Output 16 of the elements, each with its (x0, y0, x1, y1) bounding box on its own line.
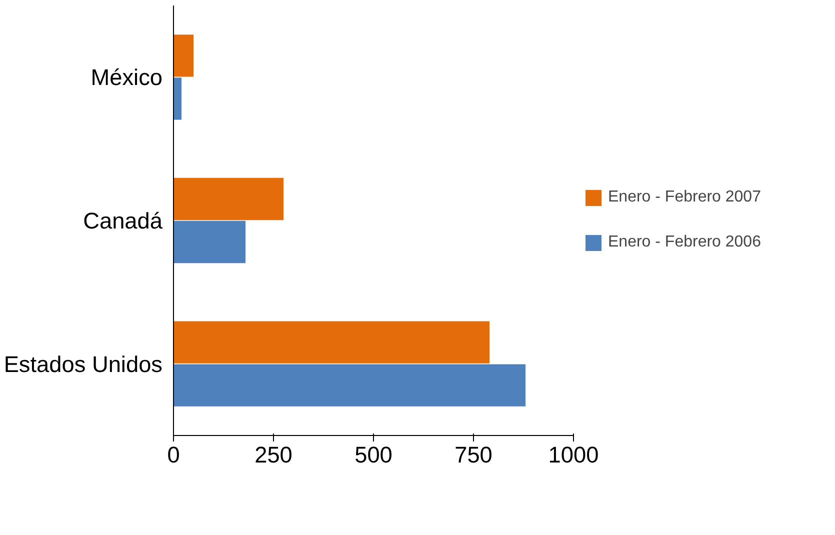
bar (174, 178, 284, 220)
x-tick-label: 250 (254, 442, 292, 468)
x-tick-label: 1000 (548, 442, 599, 468)
legend-label: Enero - Febrero 2006 (608, 234, 761, 252)
legend-label: Enero - Febrero 2007 (608, 188, 761, 206)
bar (174, 220, 246, 264)
y-tick-label: México (90, 64, 162, 90)
y-tick-label: Estados Unidos (4, 350, 163, 377)
x-tick-label: 750 (454, 442, 492, 468)
y-tick-label: Canadá (83, 208, 163, 234)
x-tick-label: 0 (167, 442, 180, 468)
bar (174, 34, 194, 77)
x-tick-label: 500 (354, 442, 392, 468)
bar (174, 321, 490, 364)
bar (174, 364, 526, 406)
bar (174, 78, 182, 120)
